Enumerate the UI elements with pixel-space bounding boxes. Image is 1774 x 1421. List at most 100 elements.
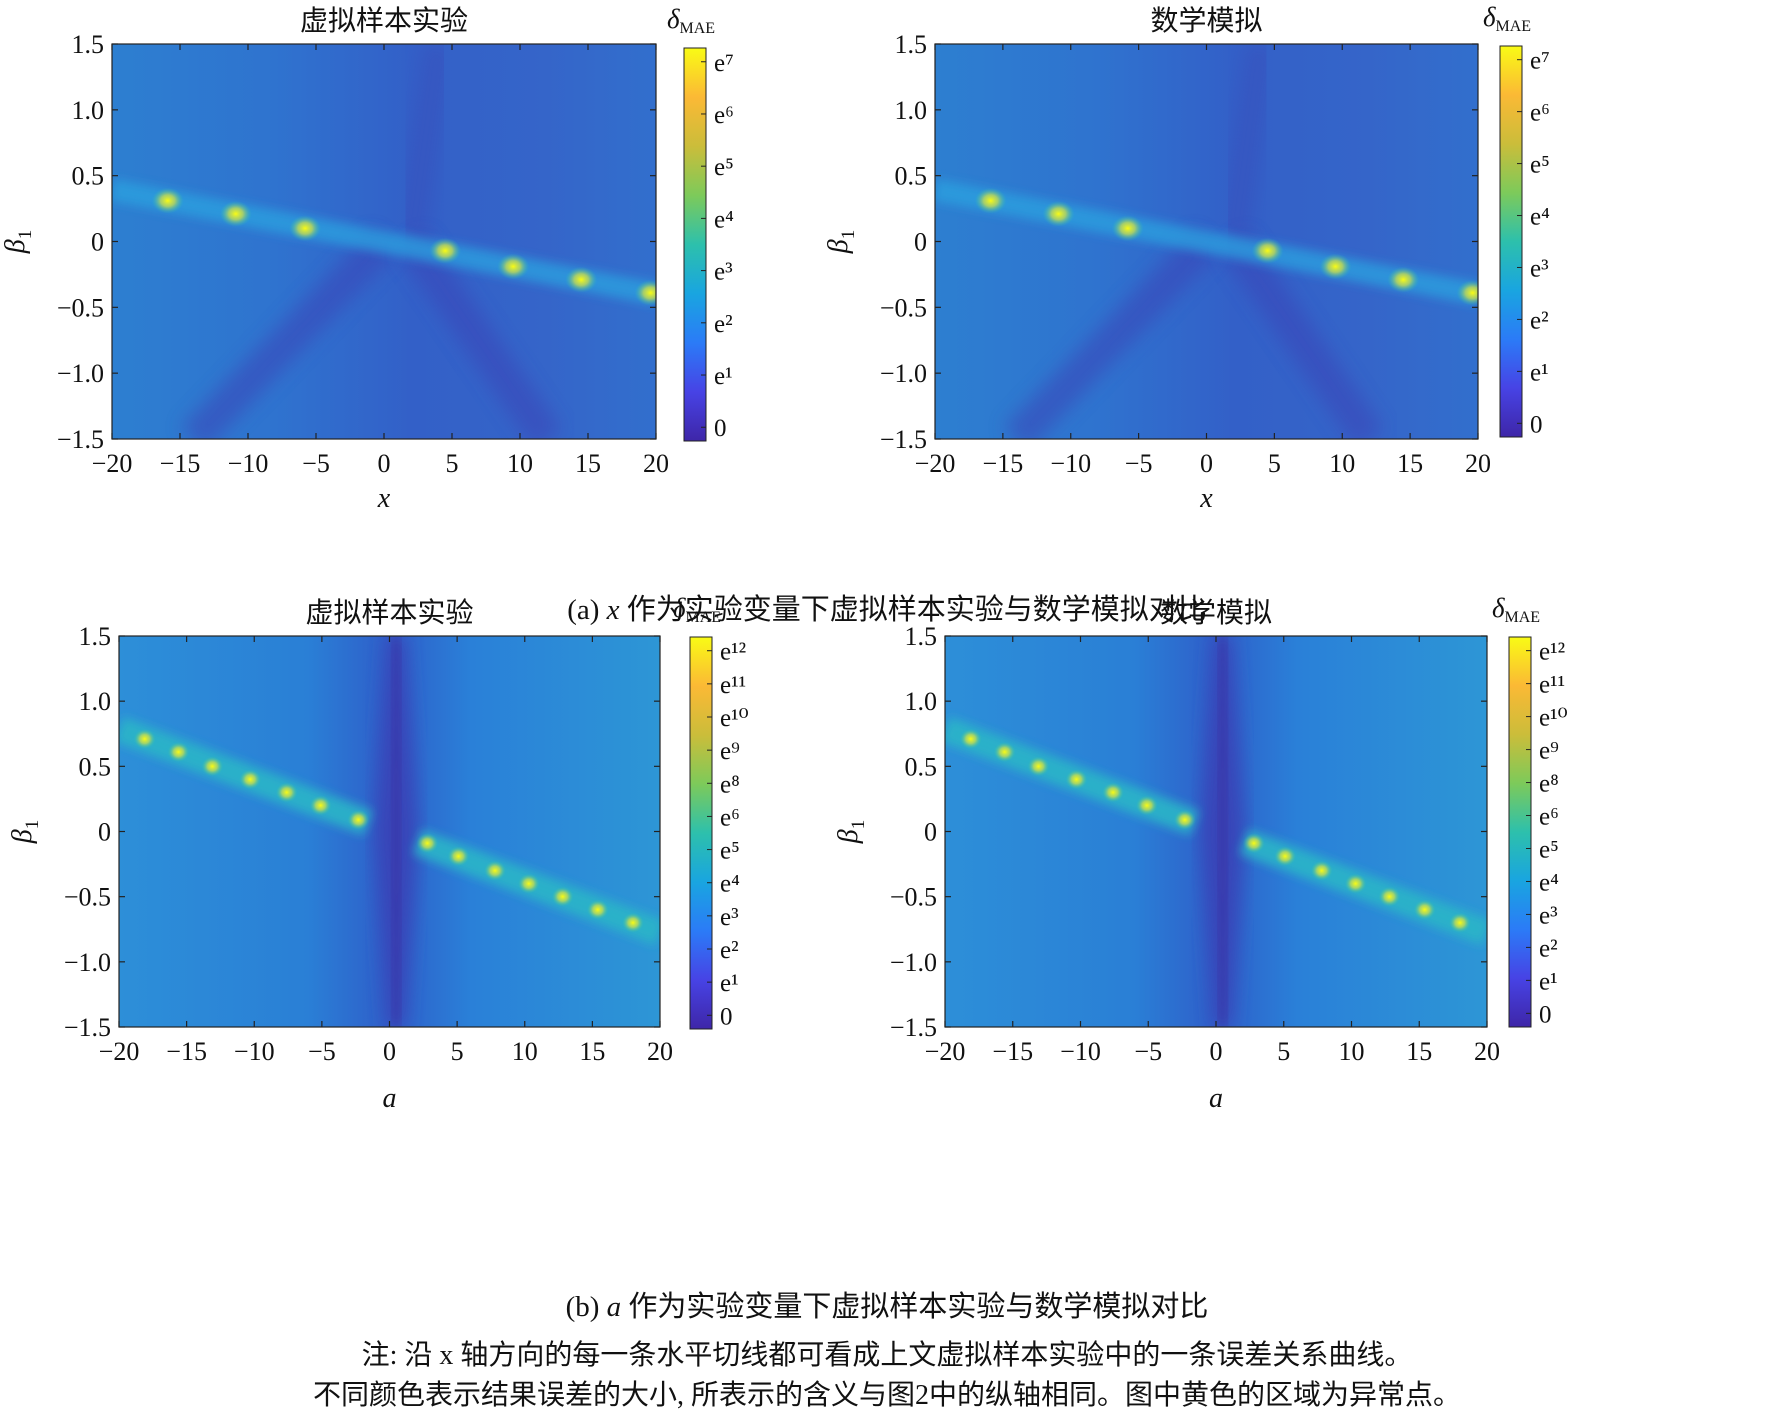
x-tick-label: −15 (160, 449, 201, 478)
chart-b1: −20 −15 −10 −5 0 5 10 15 20 1.5 1.0 0.5 0 −0.5 −1.0 −1.… (7, 593, 749, 1114)
x-tick-label: −10 (228, 449, 269, 478)
anomaly-point (151, 187, 184, 214)
anomaly-point (1173, 809, 1196, 830)
colorbar-tick-label: e² (714, 311, 733, 338)
colorbar-label: δMAE (673, 593, 721, 626)
y-tick-label: −1.0 (57, 359, 104, 388)
y-tick-label: 1.5 (79, 622, 112, 651)
colorbar-tick-label: e¹¹ (1539, 672, 1565, 699)
colorbar-tick-label: e⁴ (714, 206, 734, 233)
x-tick-label: 0 (378, 449, 391, 478)
note-line-2: 不同颜色表示结果误差的大小, 所表示的含义与图2中的纵轴相同。图中黄色的区域为异… (312, 1380, 1461, 1411)
chart-b2: −20 −15 −10 −5 0 5 10 15 20 1.5 1.0 0.5 0 −0.5 −1.0 −1.… (833, 593, 1568, 1114)
anomaly-point (1344, 873, 1367, 894)
anomaly-point (993, 741, 1016, 762)
y-axis-label: β1 (833, 820, 869, 844)
heatmap-field (112, 44, 656, 439)
x-tick-label: −15 (992, 1037, 1033, 1066)
x-tick-label: 0 (1200, 449, 1213, 478)
y-tick-label: −1.0 (890, 948, 937, 977)
heatmap-field (945, 636, 1487, 1027)
colorbar-scale (1499, 45, 1523, 438)
y-tick-label: 1.0 (79, 687, 112, 716)
colorbar-tick-label: e⁶ (1539, 804, 1559, 831)
anomaly-point (1042, 200, 1075, 227)
y-tick-label: −1.0 (880, 359, 927, 388)
x-tick-label: 10 (1329, 449, 1355, 478)
colorbar-tick-label: e¹ (720, 970, 739, 997)
y-tick-label: 1.5 (72, 30, 105, 59)
x-tick-label: −5 (1125, 449, 1153, 478)
x-tick-label: −20 (925, 1037, 966, 1066)
y-tick-label: −0.5 (57, 293, 104, 322)
x-axis-label: x (377, 483, 391, 514)
colorbar-label: δMAE (1492, 593, 1540, 626)
colorbar-tick-label: e⁸ (1539, 771, 1559, 798)
colorbar-tick-label: e⁹ (1539, 738, 1559, 765)
y-tick-label: 1.0 (72, 96, 105, 125)
anomaly-point (551, 886, 574, 907)
y-tick-label: 1.0 (905, 687, 938, 716)
colorbar-scale (689, 636, 713, 1030)
colorbar-tick-label: 0 (714, 415, 727, 442)
x-tick-label: 20 (1474, 1037, 1500, 1066)
x-tick-label: −20 (92, 449, 133, 478)
colorbar-tick-label: e¹ (714, 363, 733, 390)
y-tick-label: −1.5 (890, 1013, 937, 1042)
colorbar-tick-label: e¹¹ (720, 672, 746, 699)
chart-title: 虚拟样本实验 (300, 5, 468, 37)
y-tick-label: −0.5 (64, 883, 111, 912)
anomaly-point (1413, 899, 1436, 920)
y-tick-label: 1.5 (905, 622, 938, 651)
anomaly-point (1310, 860, 1333, 881)
x-tick-label: 15 (575, 449, 601, 478)
colorbar-tick-label: e³ (1539, 902, 1558, 929)
anomaly-point (1102, 782, 1125, 803)
heatmap-field (119, 636, 660, 1027)
colorbar: δMAE e⁷ e⁶ e⁵ e⁴ e³ e² e¹ 0 (667, 4, 734, 442)
anomaly-point (1274, 846, 1297, 867)
colorbar-tick-label: e² (1530, 307, 1549, 334)
anomaly-point (634, 279, 656, 306)
chart-title: 数学模拟 (1150, 5, 1262, 37)
x-tick-label: −5 (302, 449, 330, 478)
x-tick-label: 15 (1397, 449, 1423, 478)
x-tick-label: 5 (1277, 1037, 1290, 1066)
anomaly-point (483, 860, 506, 881)
anomaly-point (1319, 253, 1352, 280)
y-tick-label: 0.5 (72, 162, 105, 191)
anomaly-point (1135, 795, 1158, 816)
anomaly-point (1111, 215, 1144, 242)
x-tick-label: −20 (99, 1037, 140, 1066)
anomaly-point (429, 237, 462, 264)
anomaly-point (1387, 266, 1420, 293)
chart-a1: −20 −15 −10 −5 0 5 10 15 20 1.5 1.0 0.5 0 −0.5 −1.0 −1.… (0, 4, 734, 514)
y-tick-label: 0 (924, 818, 937, 847)
anomaly-point (497, 253, 530, 280)
x-tick-label: 0 (383, 1037, 396, 1066)
colorbar-tick-label: e⁶ (720, 804, 740, 831)
x-tick-label: −10 (234, 1037, 275, 1066)
y-tick-label: 0.5 (905, 752, 938, 781)
anomaly-point (1065, 769, 1088, 790)
anomaly-point (621, 912, 644, 933)
x-tick-label: 10 (1339, 1037, 1365, 1066)
colorbar-tick-label: e⁴ (720, 871, 740, 898)
colorbar-tick-label: e⁶ (1530, 100, 1550, 127)
anomaly-point (219, 200, 252, 227)
x-tick-label: −15 (166, 1037, 207, 1066)
y-tick-label: 0.5 (895, 162, 928, 191)
colorbar-tick-label: e¹² (1539, 639, 1565, 666)
colorbar-tick-label: 0 (1539, 1001, 1552, 1028)
colorbar-tick-label: e³ (714, 259, 733, 286)
x-axis-label: x (1199, 483, 1213, 514)
colorbar-label: δMAE (1483, 2, 1531, 35)
x-tick-label: −15 (983, 449, 1024, 478)
x-tick-label: 5 (451, 1037, 464, 1066)
colorbar-tick-label: e¹⁰ (1539, 705, 1568, 732)
x-tick-label: 10 (507, 449, 533, 478)
y-tick-label: 0 (91, 228, 104, 257)
anomaly-point (201, 756, 224, 777)
colorbar-tick-label: e² (1539, 935, 1558, 962)
